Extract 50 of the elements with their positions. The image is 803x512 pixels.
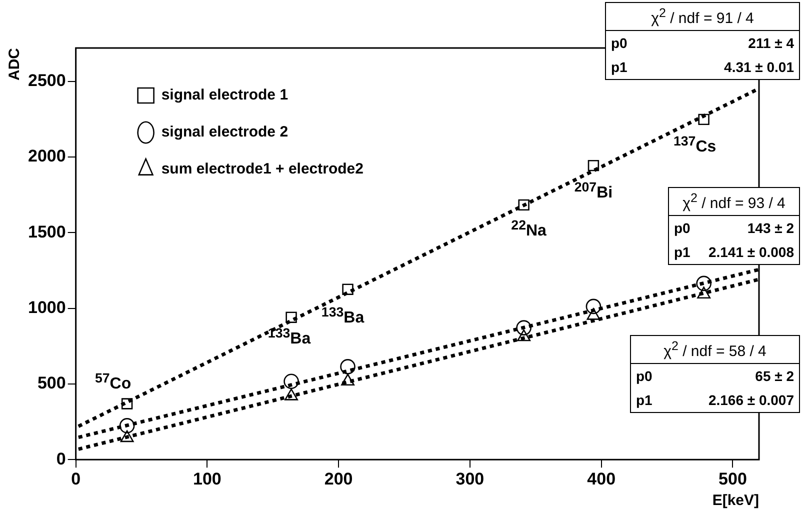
- annotation: $^{137}$Cs: [673, 134, 716, 158]
- annotation: $^{133}$Ba: [268, 326, 311, 350]
- point: [341, 374, 354, 386]
- x-tick-label: 300: [456, 469, 484, 488]
- point: [286, 312, 297, 323]
- point: [516, 320, 532, 336]
- x-tick-label: 100: [193, 469, 222, 488]
- text: p1 4.31 ± 0.01: [611, 59, 794, 75]
- point: [586, 308, 600, 320]
- point: [517, 329, 531, 342]
- point: [284, 374, 299, 390]
- point: [697, 286, 711, 299]
- annotation: $^{133}$Ba: [321, 304, 364, 328]
- point: [518, 199, 530, 211]
- legend-label: signal electrode 1: [161, 86, 288, 104]
- text: p0 65 ± 2: [636, 368, 794, 384]
- annotation: χ$^{2}$ / ndf = 58 / 4: [631, 336, 799, 364]
- point: [586, 298, 602, 314]
- annotation: $^{207}$Bi: [574, 178, 613, 202]
- point: [696, 276, 712, 292]
- text: p0 211 ± 4: [611, 35, 794, 51]
- x-tick-label: 400: [587, 469, 616, 488]
- point: [340, 359, 356, 374]
- y-tick-label: 2000: [28, 146, 66, 166]
- legend-label: sum electrode1 + electrode2: [161, 160, 364, 178]
- y-axis-title: ADC: [6, 48, 24, 80]
- point: [698, 114, 710, 126]
- y-tick-label: 500: [37, 374, 66, 393]
- text: p1 2.141 ± 0.008: [674, 244, 794, 260]
- text: χ$^{2}$ / ndf = 91 / 4: [606, 3, 799, 31]
- y-tick-label: 1500: [28, 222, 66, 242]
- point: [120, 430, 134, 442]
- x-tick-label: 0: [71, 469, 81, 488]
- annotation: χ$^{2}$ / ndf = 93 / 4: [669, 188, 799, 216]
- x-tick-label: 500: [718, 469, 747, 488]
- y-tick-label: 0: [56, 449, 66, 468]
- y-tick-label: 1000: [28, 298, 66, 317]
- point: [284, 388, 298, 400]
- text: p0 143 ± 2: [674, 220, 794, 236]
- x-axis-title: E[keV]: [712, 492, 759, 510]
- point: [119, 418, 135, 434]
- legend-label: signal electrode 2: [161, 124, 288, 141]
- point: [121, 398, 133, 410]
- annotation: $^{22}$Na: [511, 217, 546, 241]
- point: [342, 284, 354, 295]
- text: p1 2.166 ± 0.007: [636, 392, 794, 408]
- point: [588, 160, 600, 172]
- annotation: $^{57}$Co: [94, 370, 132, 394]
- x-tick-label: 200: [324, 469, 353, 488]
- y-tick-label: 2500: [28, 70, 66, 90]
